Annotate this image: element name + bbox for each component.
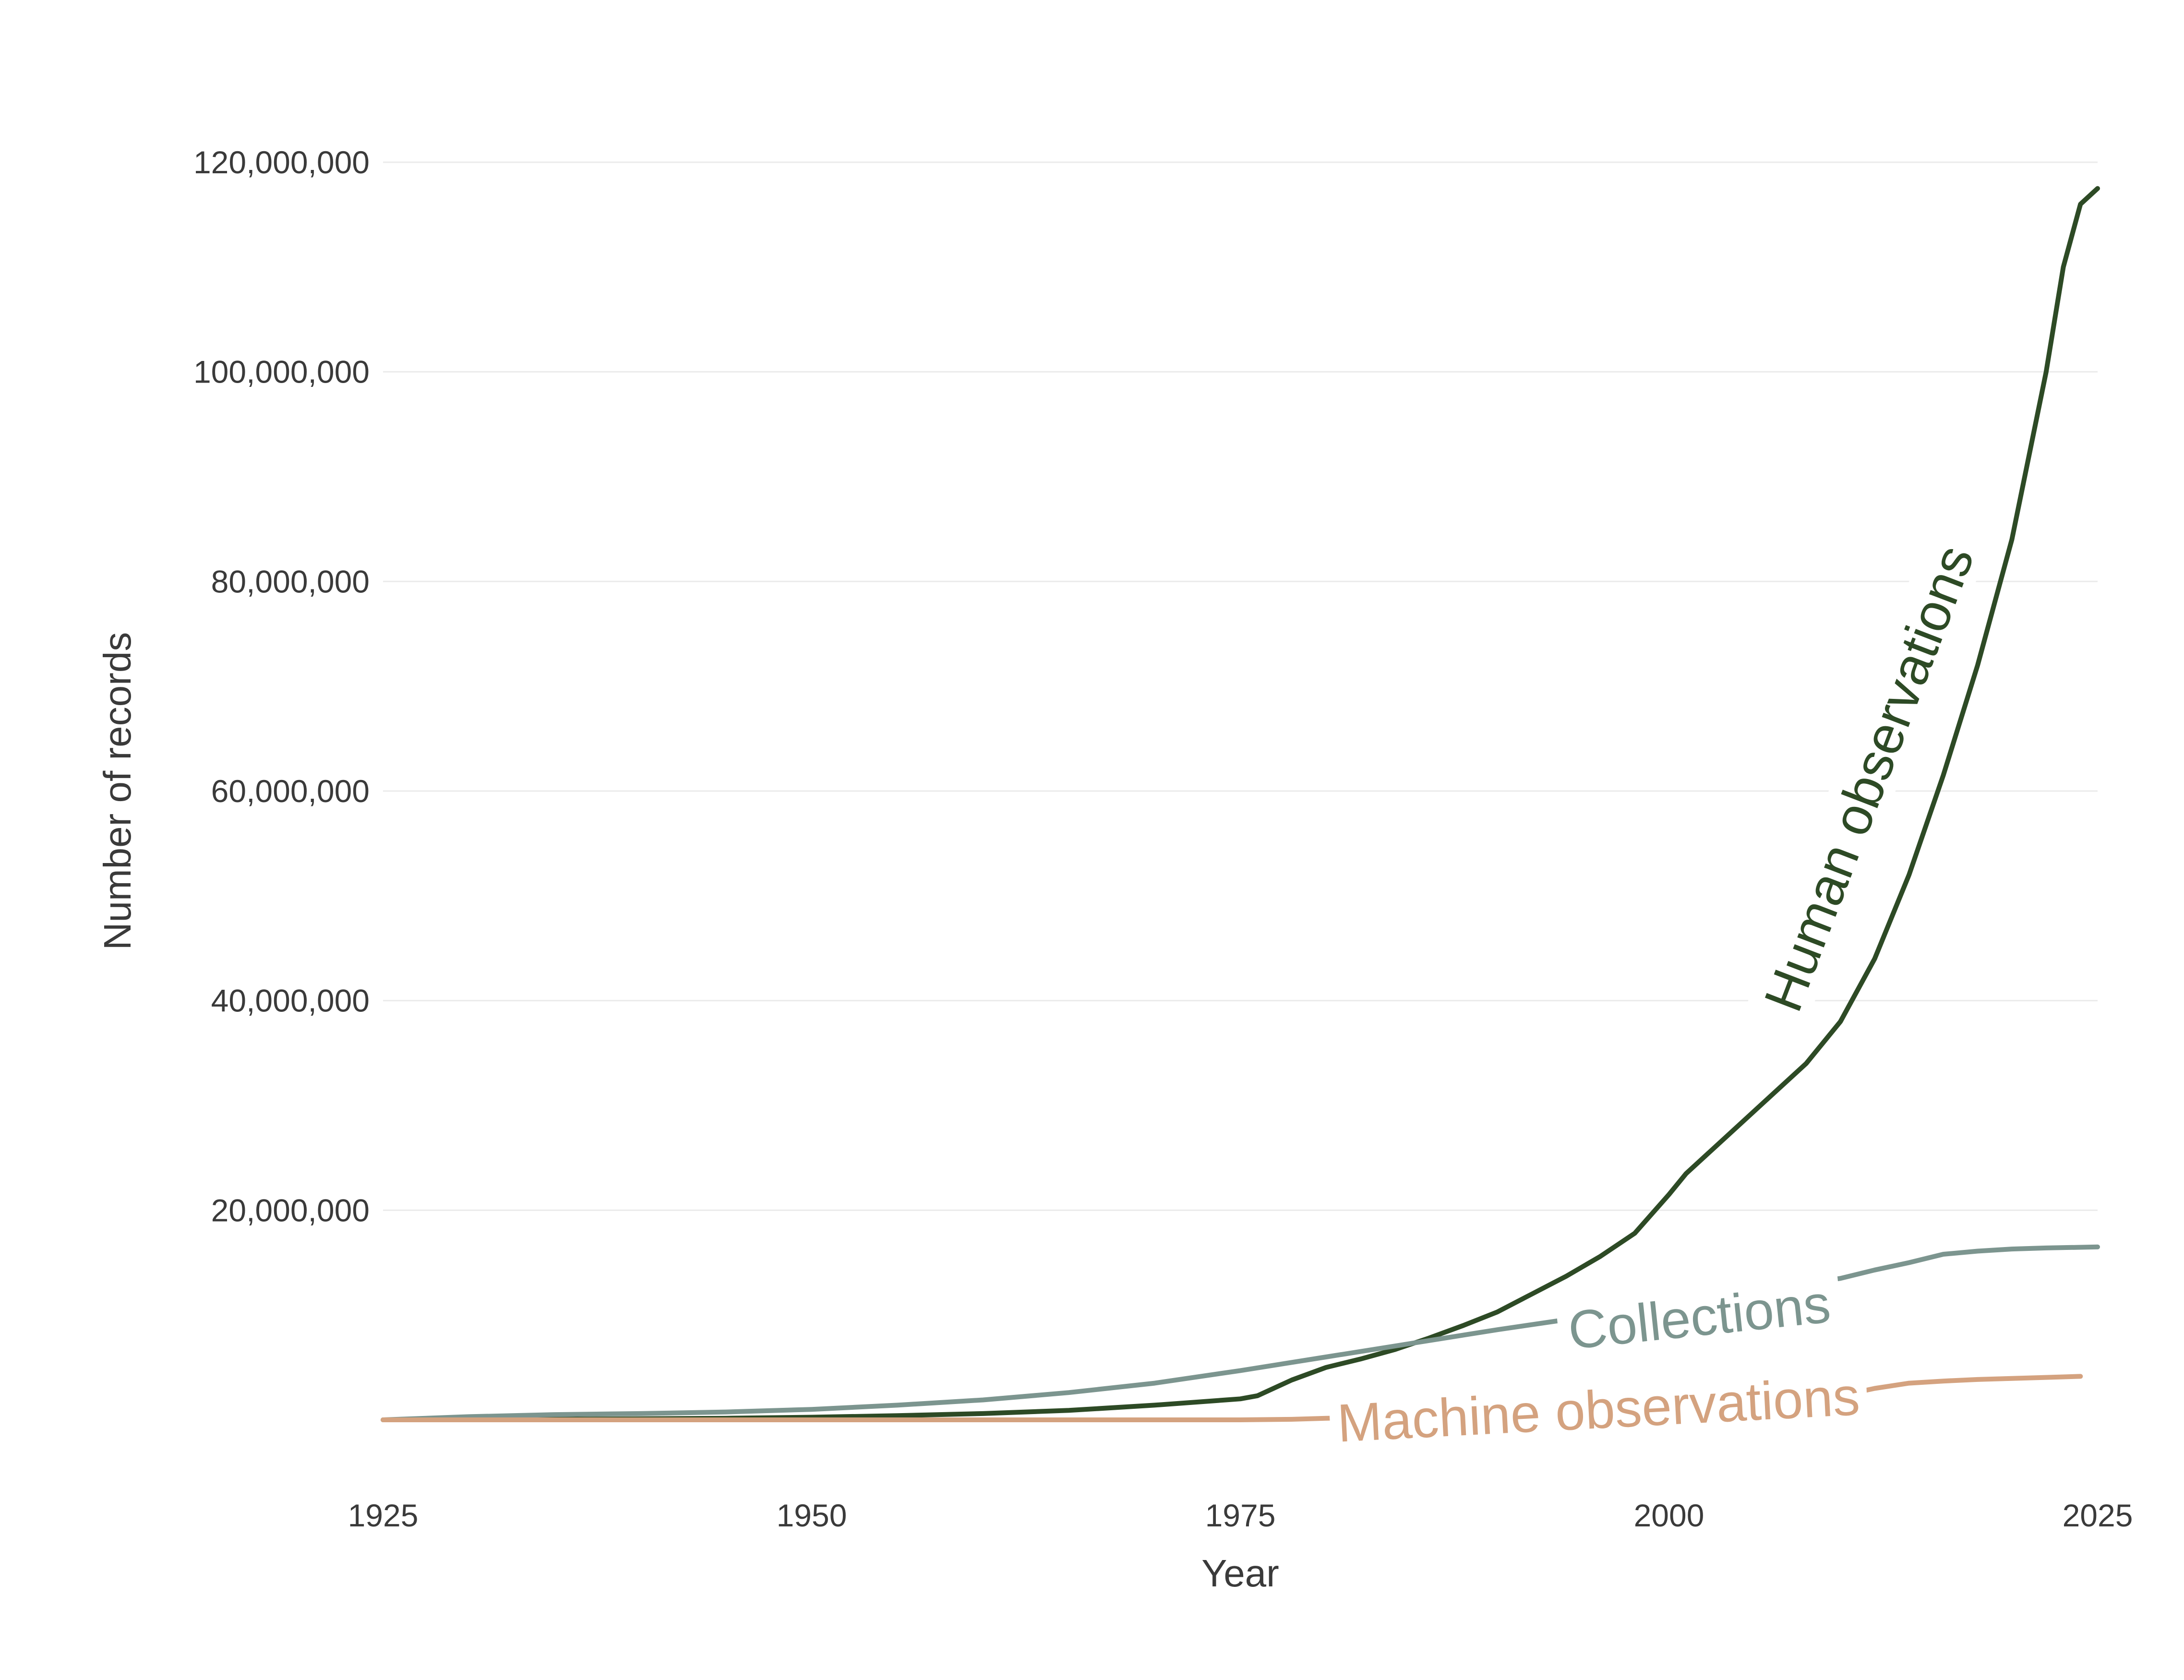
x-axis-title: Year: [1201, 1552, 1279, 1595]
grid-lines: [383, 161, 2098, 1211]
x-axis-ticks: 1925 1950 1975 2000 2025: [348, 1498, 2133, 1533]
x-tick-label: 1925: [348, 1498, 419, 1533]
series-label-group-human-observations: Human observations: [1747, 528, 1988, 1027]
series-label-mask: [1747, 528, 1988, 1027]
series-label-group-collections: Collections: [1555, 1270, 1844, 1362]
y-axis-title: Number of records: [96, 632, 139, 950]
y-tick-label: 120,000,000: [193, 144, 370, 180]
y-axis-ticks: 20,000,000 40,000,000 60,000,000 80,000,000…: [193, 144, 370, 1228]
series-label-mask: [1555, 1270, 1844, 1362]
y-tick-label: 80,000,000: [211, 564, 370, 599]
y-tick-label: 100,000,000: [193, 354, 370, 390]
series-line-human-observations: [381, 186, 2100, 1422]
series-label-human-observations: Human observations: [1752, 538, 1985, 1020]
y-tick-label: 60,000,000: [211, 773, 370, 809]
series-label-group-machine-observations: Machine observations: [1328, 1363, 1869, 1454]
x-tick-label: 1975: [1205, 1498, 1276, 1533]
y-tick-label: 40,000,000: [211, 983, 370, 1019]
series-label-mask: [1328, 1363, 1869, 1454]
x-tick-label: 1950: [777, 1498, 847, 1533]
series-line-collections: [381, 1244, 2100, 1422]
x-tick-label: 2025: [2063, 1498, 2133, 1533]
x-tick-label: 2000: [1634, 1498, 1704, 1533]
series-label-collections: Collections: [1565, 1273, 1833, 1361]
y-tick-label: 20,000,000: [211, 1192, 370, 1228]
